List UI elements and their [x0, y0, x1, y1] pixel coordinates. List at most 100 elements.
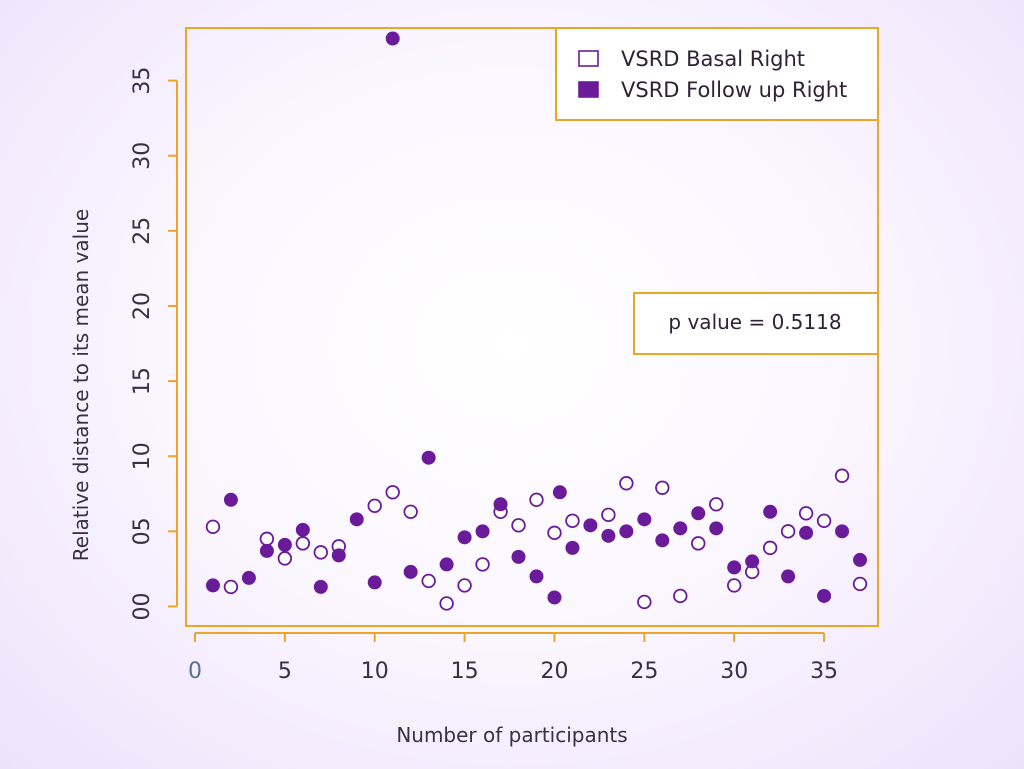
y-tick-label: 00 — [130, 592, 155, 620]
point-follow-up — [439, 557, 454, 572]
x-tick-label: 20 — [540, 659, 568, 684]
point-follow-up — [259, 543, 274, 558]
point-basal — [637, 594, 652, 610]
point-follow-up — [835, 524, 850, 539]
legend-swatch-follow-up — [578, 81, 599, 98]
point-basal — [223, 579, 239, 595]
point-follow-up — [367, 575, 382, 590]
point-basal — [421, 573, 436, 589]
y-tick-label: 25 — [130, 217, 155, 245]
point-follow-up — [529, 569, 544, 584]
point-follow-up — [817, 588, 832, 603]
point-follow-up — [331, 548, 346, 563]
x-tick-label: 35 — [810, 659, 838, 684]
point-basal — [367, 498, 382, 513]
point-follow-up — [295, 522, 310, 537]
data-points — [205, 31, 868, 611]
point-basal — [834, 468, 850, 483]
point-follow-up — [853, 552, 868, 567]
point-basal — [798, 506, 814, 521]
legend: VSRD Basal Right VSRD Follow up Right — [555, 27, 879, 121]
point-basal — [403, 504, 418, 520]
point-follow-up — [552, 485, 567, 500]
p-value-annotation: p value = 0.5118 — [633, 292, 879, 355]
point-basal — [259, 531, 275, 547]
x-tick-label: 0 — [188, 659, 202, 684]
point-follow-up — [421, 450, 436, 465]
p-value-text: p value = 0.5118 — [668, 310, 841, 334]
point-basal — [673, 588, 688, 604]
point-basal — [313, 545, 329, 560]
legend-swatch-basal — [578, 50, 599, 67]
point-basal — [529, 492, 544, 507]
point-follow-up — [457, 530, 472, 545]
y-tick-label: 10 — [130, 442, 155, 470]
point-follow-up — [655, 533, 670, 548]
point-follow-up — [691, 506, 706, 521]
point-basal — [205, 519, 221, 535]
point-follow-up — [619, 524, 634, 539]
y-axis-title: Relative distance to its mean value — [69, 209, 93, 561]
x-axis: 0 5 10 15 20 25 30 35 — [188, 632, 838, 684]
point-basal — [655, 480, 670, 495]
y-tick-label: 15 — [130, 367, 155, 395]
x-axis-title: Number of participants — [396, 723, 627, 747]
point-follow-up — [385, 31, 400, 46]
y-axis: 00 05 10 15 20 25 30 35 — [130, 67, 178, 620]
point-follow-up — [763, 504, 778, 519]
x-tick-label: 10 — [361, 659, 389, 684]
point-basal — [547, 525, 562, 541]
point-basal — [457, 578, 472, 593]
x-tick-label: 15 — [451, 659, 479, 684]
point-basal — [816, 513, 832, 529]
point-follow-up — [313, 579, 328, 594]
point-follow-up — [349, 512, 364, 527]
point-follow-up — [583, 518, 598, 533]
point-follow-up — [673, 521, 688, 536]
legend-label-basal: VSRD Basal Right — [621, 47, 805, 71]
point-basal — [277, 551, 293, 566]
x-tick-label: 25 — [630, 659, 658, 684]
point-basal — [385, 485, 400, 500]
point-follow-up — [781, 569, 796, 584]
point-basal — [619, 476, 634, 491]
point-basal — [601, 507, 616, 523]
point-follow-up — [601, 528, 616, 543]
p-value-box — [633, 292, 879, 355]
point-follow-up — [403, 564, 418, 579]
point-follow-up — [475, 524, 490, 539]
point-follow-up — [223, 492, 238, 507]
point-basal — [780, 524, 796, 539]
point-follow-up — [637, 512, 652, 527]
y-tick-label: 20 — [130, 292, 155, 320]
point-follow-up — [205, 578, 220, 593]
point-follow-up — [241, 570, 256, 585]
legend-box — [555, 27, 879, 121]
x-tick-label: 30 — [720, 659, 748, 684]
legend-label-follow-up: VSRD Follow up Right — [621, 78, 847, 102]
point-basal — [727, 578, 742, 593]
y-tick-label: 35 — [130, 67, 155, 95]
point-follow-up — [547, 590, 562, 605]
point-basal — [709, 497, 724, 512]
point-follow-up — [277, 537, 292, 552]
point-follow-up — [745, 554, 760, 569]
point-follow-up — [709, 521, 724, 536]
point-follow-up — [511, 549, 526, 564]
point-basal — [475, 557, 490, 572]
point-basal — [295, 536, 311, 551]
point-basal — [691, 536, 706, 551]
point-follow-up — [565, 540, 580, 555]
point-follow-up — [799, 525, 814, 540]
y-tick-label: 05 — [130, 517, 155, 545]
x-tick-label: 5 — [278, 659, 292, 684]
y-tick-label: 30 — [130, 142, 155, 170]
point-basal — [511, 518, 526, 533]
point-follow-up — [493, 497, 508, 512]
point-basal — [439, 596, 454, 611]
point-basal — [762, 540, 778, 556]
point-basal — [565, 513, 580, 529]
point-basal — [852, 576, 868, 592]
point-follow-up — [727, 560, 742, 575]
